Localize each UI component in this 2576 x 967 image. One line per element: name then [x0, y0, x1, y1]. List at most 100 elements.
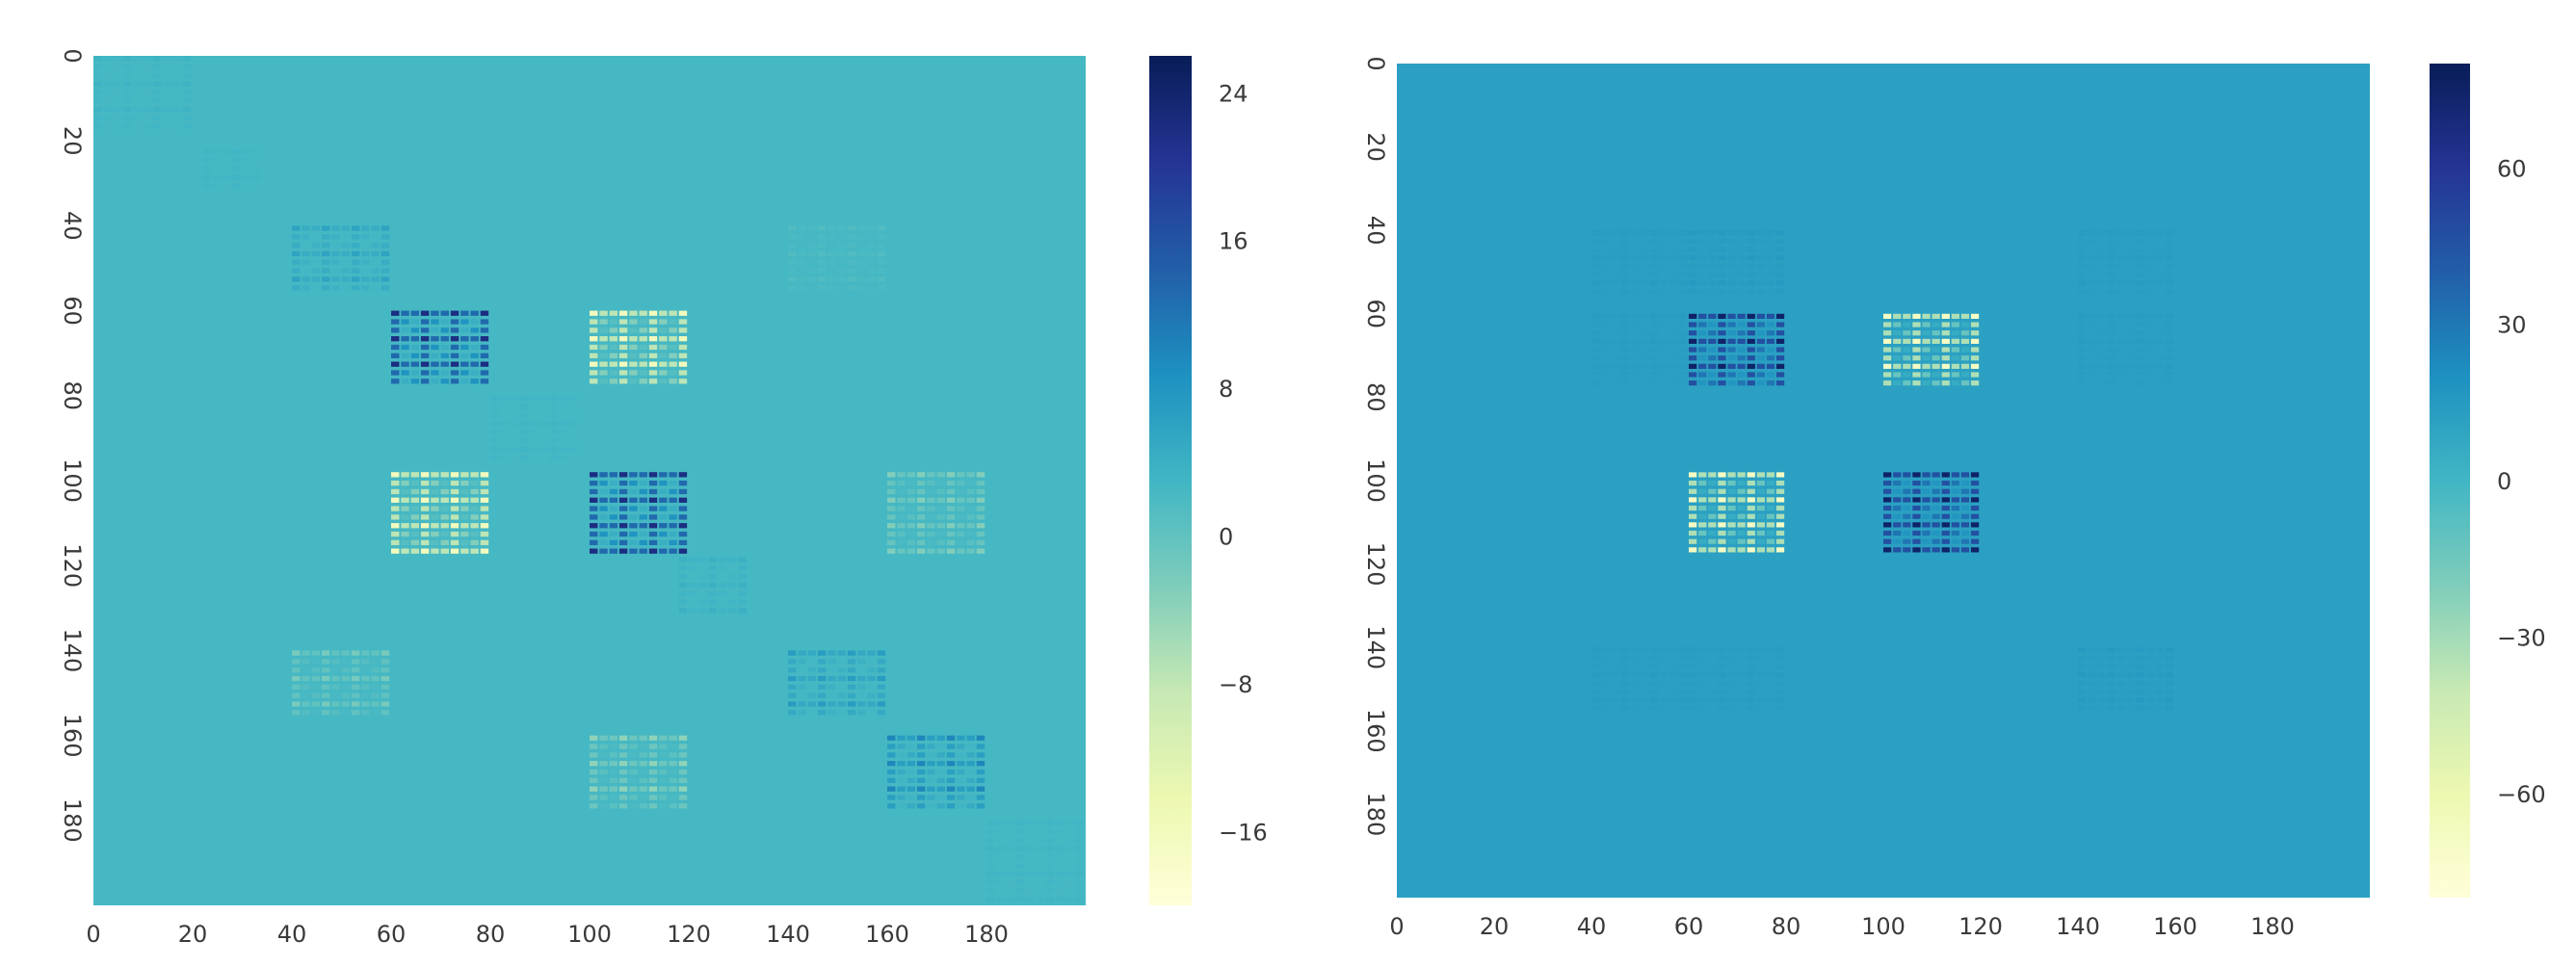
heatmap-cell: [1747, 497, 1755, 503]
heatmap-cell: [1727, 288, 1736, 295]
heatmap-cell: [897, 548, 906, 554]
heatmap-cell: [1960, 322, 1970, 327]
heatmap-cell: [381, 701, 390, 707]
heatmap-block: [1591, 647, 1688, 712]
heatmap-cell: [1036, 820, 1044, 826]
heatmap-cell: [1903, 347, 1911, 353]
heatmap-cell: [1601, 380, 1610, 386]
heatmap-cell: [2107, 705, 2116, 712]
heatmap-cell: [152, 64, 162, 70]
heatmap-cell: [470, 506, 479, 511]
heatmap-cell: [2107, 363, 2116, 369]
heatmap-cell: [1708, 705, 1717, 712]
heatmap-cell: [519, 430, 529, 435]
heatmap-cell: [678, 514, 688, 520]
heatmap-cell: [1689, 322, 1697, 327]
heatmap-cell: [371, 667, 380, 673]
y-tick-label: 60: [1362, 300, 1389, 329]
heatmap-cell: [1960, 347, 1970, 353]
heatmap-cell: [539, 437, 548, 444]
heatmap-cell: [1747, 230, 1755, 236]
heatmap-cell: [1698, 280, 1707, 286]
heatmap-cell: [1620, 672, 1629, 678]
heatmap-cell: [480, 353, 489, 358]
heatmap-cell: [996, 879, 1005, 885]
heatmap-cell: [648, 769, 658, 775]
heatmap-cell: [609, 523, 618, 529]
heatmap-cell: [470, 497, 479, 503]
heatmap-cell: [618, 531, 628, 537]
heatmap-cell: [648, 370, 658, 376]
heatmap-cell: [1659, 238, 1668, 245]
heatmap-cell: [957, 777, 965, 783]
heatmap-cell: [629, 353, 638, 358]
heatmap-cell: [1775, 505, 1785, 511]
heatmap-cell: [629, 548, 638, 554]
heatmap-cell: [1727, 230, 1736, 236]
heatmap-cell: [381, 684, 390, 690]
heatmap-cell: [1912, 538, 1921, 544]
heatmap-cell: [1075, 862, 1085, 869]
heatmap-cell: [1766, 664, 1775, 669]
heatmap-cell: [2155, 280, 2165, 286]
heatmap-cell: [1698, 330, 1707, 336]
heatmap-cell: [410, 353, 420, 358]
heatmap-cell: [311, 675, 321, 682]
heatmap-cell: [2145, 330, 2154, 336]
colorbar-tick-label: 0: [2497, 468, 2511, 495]
heatmap-cell: [1640, 338, 1648, 344]
heatmap-cell: [391, 327, 400, 333]
heatmap-cell: [1922, 547, 1931, 553]
heatmap-cell: [510, 404, 519, 409]
heatmap-cell: [1893, 372, 1902, 378]
heatmap-cell: [410, 336, 420, 342]
heatmap-cell: [500, 404, 509, 409]
y-tick-label: 100: [1362, 458, 1389, 503]
heatmap-cell: [292, 675, 301, 682]
heatmap-cell: [1737, 680, 1746, 687]
heatmap-cell: [122, 56, 132, 62]
heatmap-cell: [371, 659, 380, 665]
heatmap-cell: [1065, 837, 1074, 843]
heatmap-cell: [1669, 705, 1678, 712]
heatmap-cell: [431, 327, 439, 333]
heatmap-cell: [678, 769, 688, 775]
heatmap-cell: [549, 395, 559, 402]
heatmap-cell: [2088, 338, 2096, 344]
heatmap-cell: [420, 344, 430, 351]
heatmap-cell: [560, 446, 568, 453]
heatmap-cell: [708, 565, 718, 571]
heatmap-cell: [669, 786, 677, 792]
heatmap-cell: [2145, 380, 2154, 386]
heatmap-cell: [1659, 272, 1668, 277]
heatmap-cell: [1893, 547, 1902, 553]
heatmap-cell: [1065, 846, 1074, 851]
heatmap-cell: [1708, 347, 1717, 353]
heatmap-cell: [202, 183, 211, 189]
heatmap-cell: [1698, 697, 1707, 703]
heatmap-cell: [1678, 272, 1688, 277]
heatmap-cell: [351, 243, 360, 248]
heatmap-cell: [916, 523, 926, 529]
heatmap-cell: [1766, 472, 1775, 478]
heatmap-cell: [549, 421, 559, 427]
heatmap-cell: [420, 481, 430, 486]
heatmap-cell: [2136, 322, 2144, 327]
heatmap-cell: [609, 531, 618, 537]
heatmap-cell: [381, 667, 390, 673]
heatmap-cell: [331, 710, 340, 716]
heatmap-cell: [2126, 655, 2135, 662]
heatmap-cell: [629, 472, 638, 478]
heatmap-cell: [1630, 705, 1639, 712]
heatmap-cell: [1756, 538, 1765, 544]
heatmap-cell: [1932, 355, 1940, 361]
heatmap-cell: [1883, 547, 1892, 553]
heatmap-cell: [450, 472, 460, 478]
heatmap-cell: [2126, 263, 2135, 270]
heatmap-cell: [2145, 255, 2154, 261]
heatmap-cell: [1747, 488, 1755, 494]
heatmap-cell: [361, 693, 370, 698]
heatmap-cell: [590, 539, 598, 546]
heatmap-cell: [966, 769, 975, 775]
heatmap-cell: [648, 336, 658, 342]
